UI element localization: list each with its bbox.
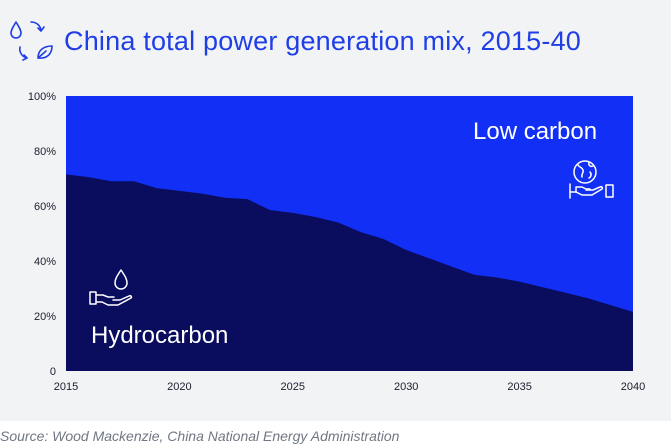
title-row — [4, 14, 60, 70]
chart: 020%40%60%80%100% 2015 2020 2025 2030 2035 20… — [28, 91, 645, 393]
x-axis: 2015 2020 2025 2030 2035 2040 — [54, 381, 645, 393]
y-tick-label: 100% — [28, 91, 56, 103]
globe-hand-icon — [569, 160, 614, 199]
hydrocarbon-label: Hydrocarbon — [91, 322, 228, 349]
source-note: Source: Wood Mackenzie, China National E… — [0, 428, 400, 444]
x-tick-label: 2030 — [394, 381, 418, 393]
y-axis: 0 20% 40% 60% 80% 100% — [28, 91, 56, 378]
y-tick-label: 40% — [34, 256, 56, 268]
x-tick-label: 2035 — [507, 381, 531, 393]
y-tick-label: 60% — [34, 201, 56, 213]
plot-area — [66, 96, 633, 371]
low-carbon-label: Low carbon — [473, 118, 597, 145]
x-tick-label: 2015 — [54, 381, 78, 393]
x-tick-label: 2025 — [281, 381, 305, 393]
recycle-sustainability-icon — [10, 21, 53, 61]
y-tick-label: 0 — [50, 366, 56, 378]
chart-card: China total power generation mix, 2015-4… — [0, 0, 671, 421]
x-tick-label: 2040 — [621, 381, 645, 393]
x-tick-label: 2020 — [167, 381, 191, 393]
drop-hand-icon — [89, 269, 133, 306]
chart-title: China total power generation mix, 2015-4… — [64, 26, 582, 56]
y-tick-label: 80% — [34, 146, 56, 158]
y-tick-label: 20% — [34, 311, 56, 323]
hydrocarbon-area — [66, 174, 633, 371]
